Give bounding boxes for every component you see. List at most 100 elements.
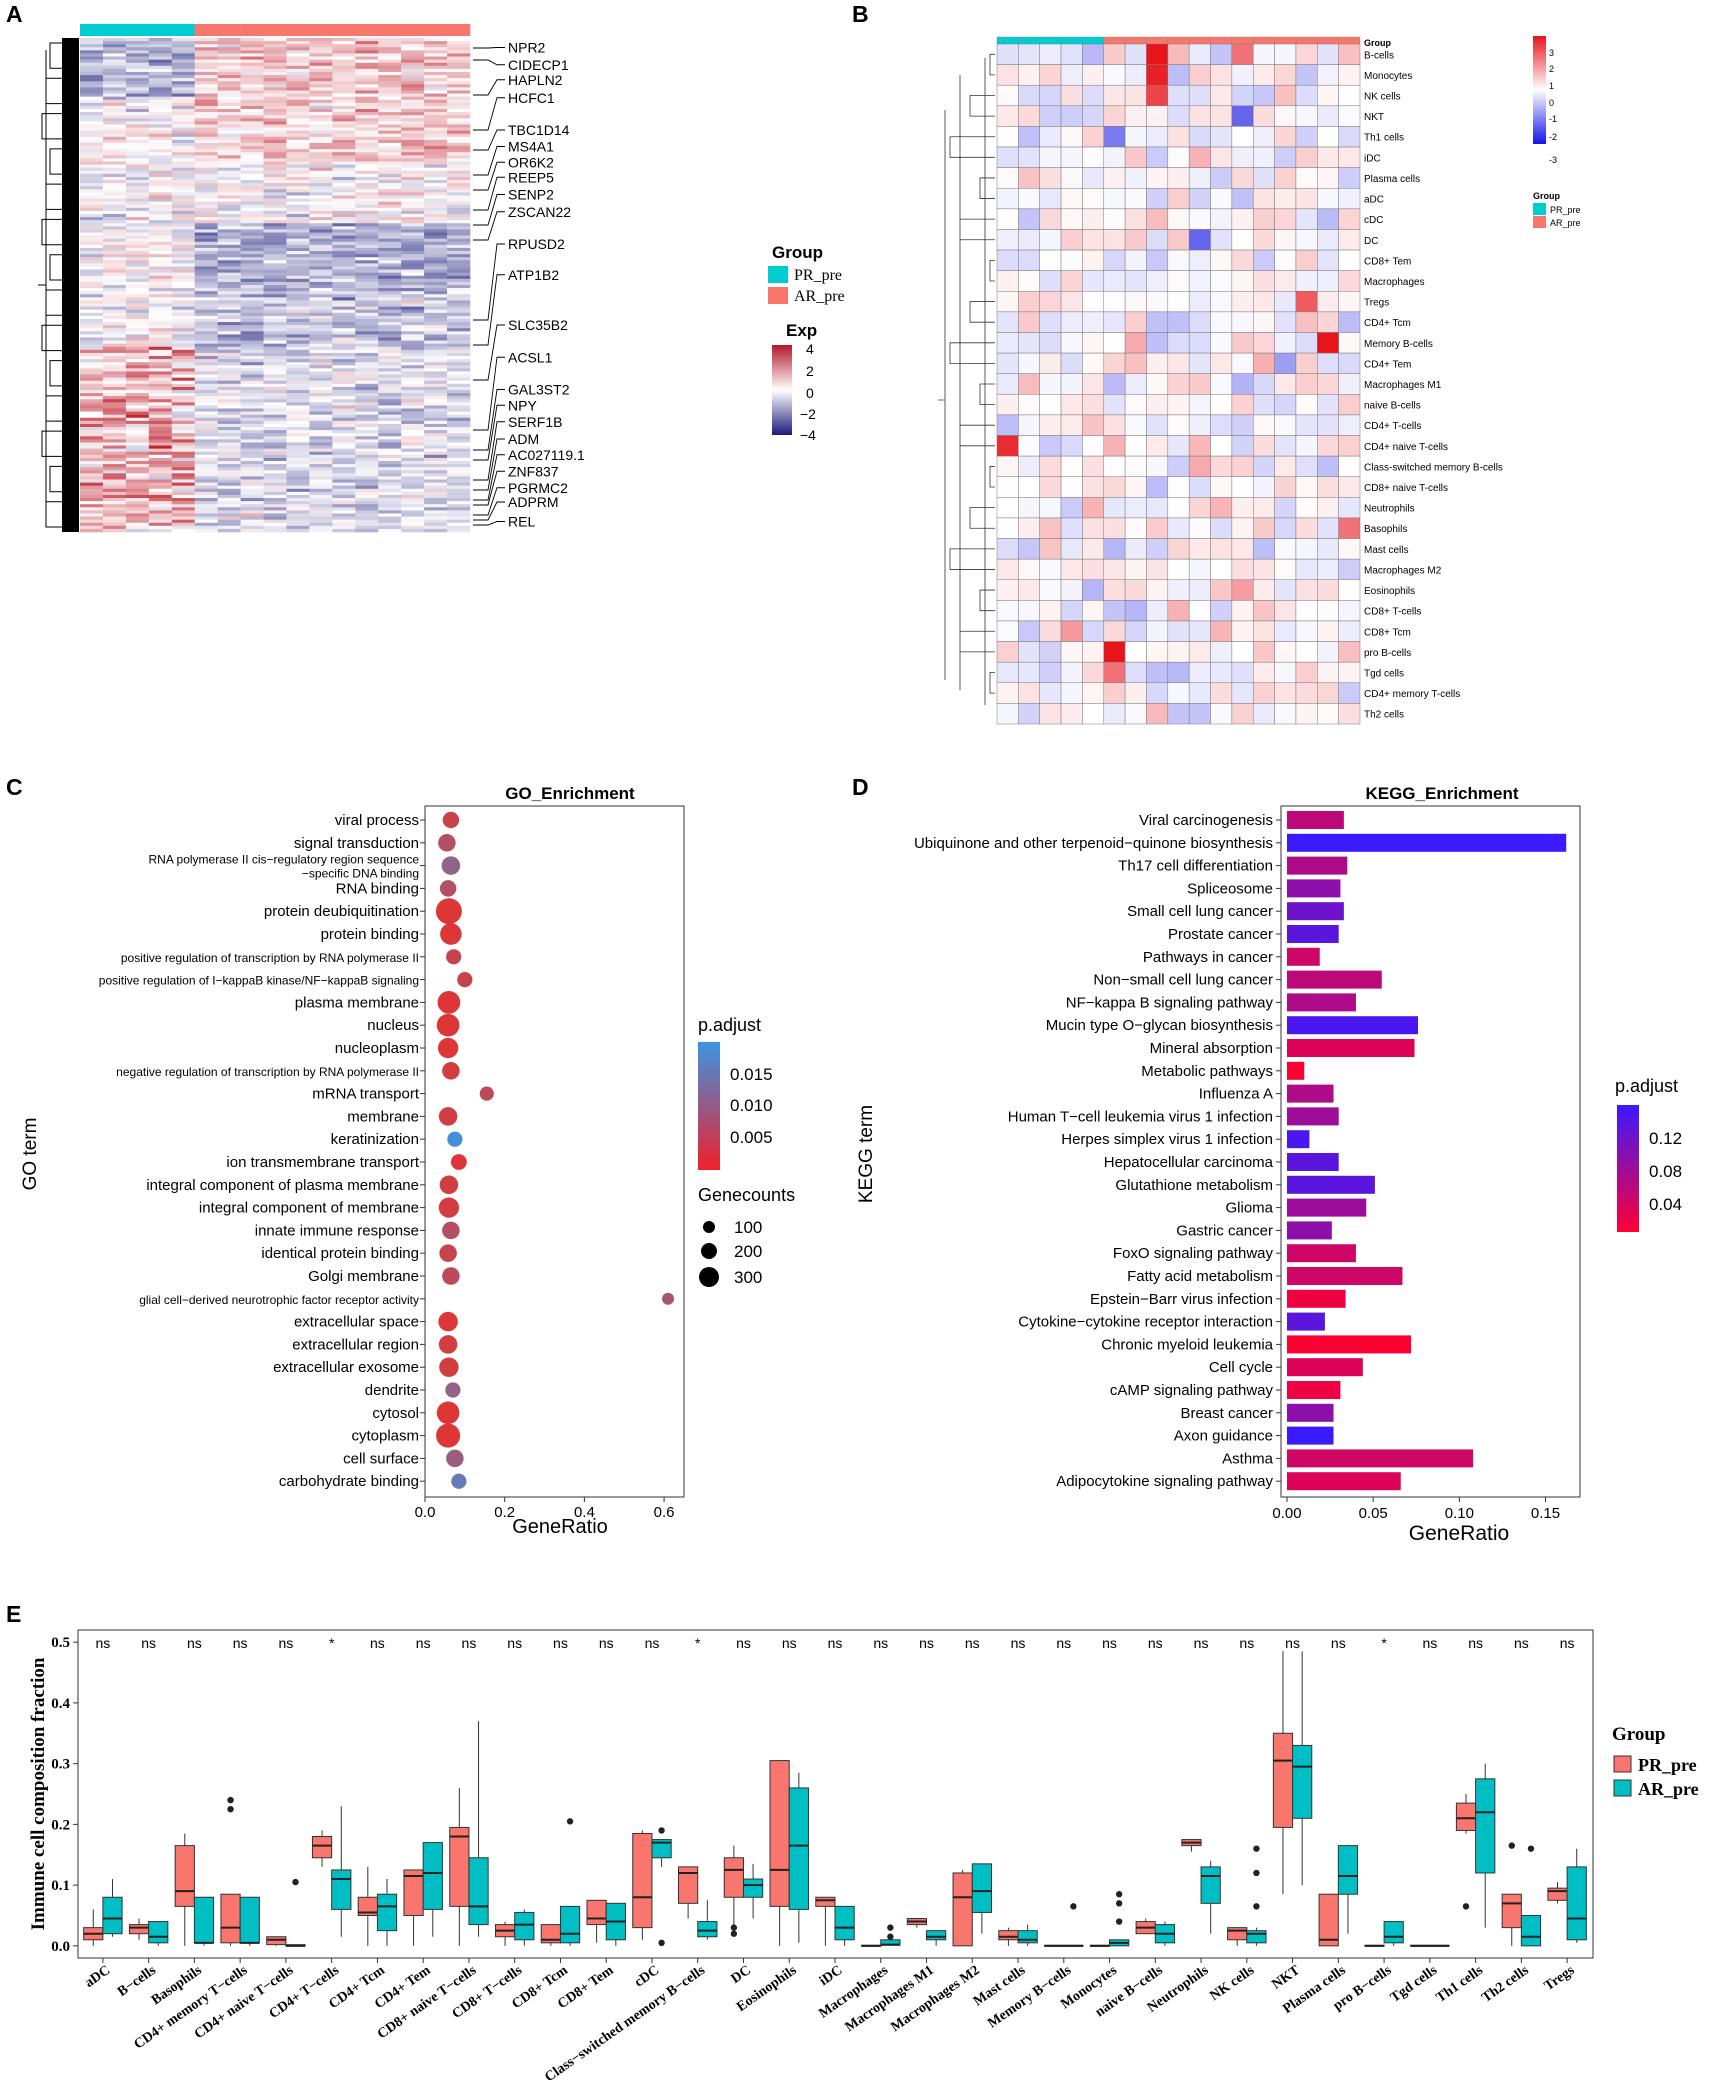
- panel-a-heat-cell: [424, 331, 448, 335]
- panel-a-heat-cell: [217, 504, 241, 508]
- panel-a-heat-cell: [401, 118, 425, 122]
- panel-a-heat-cell: [171, 115, 196, 119]
- panel-a-heat-cell: [171, 254, 196, 258]
- panel-a-heat-cell: [217, 414, 241, 419]
- panel-a-heat-cell: [80, 189, 104, 193]
- panel-a-heat-cell: [240, 220, 264, 224]
- panel-a-heat-cell: [332, 297, 356, 301]
- panel-a-heat-cell: [125, 210, 150, 215]
- panel-a-heat-cell: [240, 485, 264, 490]
- panel-a-heat-cell: [80, 389, 104, 394]
- panel-a-heat-cell: [102, 494, 127, 499]
- panel-a-heat-cell: [332, 377, 356, 382]
- panel-a-heat-cell: [378, 59, 402, 63]
- panel-b-heat-cell: [1188, 579, 1211, 601]
- panel-a-heat-cell: [332, 112, 356, 116]
- panel-a-heat-cell: [332, 152, 356, 156]
- panel-a-heat-cell: [217, 399, 241, 403]
- panel-e-box: [193, 1896, 215, 1944]
- panel-a-heat-cell: [148, 498, 173, 502]
- panel-e-sig-label: *: [1381, 1635, 1387, 1651]
- panel-a-heat-cell: [424, 420, 448, 425]
- panel-a-heat-cell: [102, 155, 127, 159]
- panel-a-heat-cell: [447, 525, 471, 530]
- panel-a-heat-cell: [80, 47, 104, 51]
- panel-a-heat-cell: [148, 44, 173, 48]
- panel-a-heat-cell: [309, 383, 333, 388]
- panel-b-heat-cell: [1018, 455, 1040, 477]
- panel-a-heat-cell: [424, 513, 448, 517]
- panel-a-heat-cell: [125, 470, 150, 474]
- panel-a-heat-cell: [401, 84, 425, 88]
- panel-a-heat-cell: [401, 519, 425, 524]
- panel-b-heat-cell: [1124, 84, 1147, 107]
- panel-a-heat-cell: [332, 170, 356, 175]
- panel-a-heat-cell: [424, 430, 448, 434]
- panel-a-heat-cell: [378, 121, 402, 125]
- panel-b-heat-cell: [996, 517, 1019, 539]
- panel-a-heat-cell: [240, 349, 264, 354]
- panel-a-heat-cell: [309, 161, 333, 165]
- panel-b-heat-cell: [1146, 497, 1169, 519]
- panel-a-gene-connector: [473, 129, 505, 151]
- panel-a-heat-cell: [217, 389, 241, 394]
- panel-a-heat-cell: [286, 328, 310, 332]
- panel-a-heat-cell: [286, 226, 310, 230]
- panel-b-heat-cell: [1018, 600, 1040, 622]
- panel-b-heat-cell: [1252, 84, 1275, 107]
- panel-a-heat-cell: [447, 281, 471, 286]
- panel-a-heat-cell: [148, 93, 173, 97]
- panel-a-heat-cell: [424, 528, 448, 533]
- panel-a-heat-cell: [355, 420, 379, 425]
- panel-a-heat-cell: [447, 139, 471, 144]
- panel-c-dot: [436, 1013, 460, 1037]
- panel-a-heat-cell: [194, 362, 218, 366]
- panel-a-heat-cell: [424, 488, 448, 493]
- panel-b-cell-label: Neutrophils: [1364, 504, 1415, 515]
- panel-a-heat-cell: [217, 322, 241, 326]
- panel-a-heat-cell: [80, 158, 104, 162]
- panel-a-heat-cell: [80, 352, 104, 357]
- panel-b-colorbar: [1533, 36, 1546, 144]
- panel-a-heat-cell: [102, 408, 127, 412]
- panel-a-heat-cell: [102, 318, 127, 323]
- panel-b-heat-cell: [1060, 187, 1083, 210]
- panel-b-heat-cell: [996, 229, 1019, 251]
- panel-b-heat-cell: [1338, 641, 1361, 663]
- panel-a-heat-cell: [309, 445, 333, 449]
- panel-a-heat-cell: [80, 377, 104, 382]
- panel-a-heat-cell: [217, 210, 241, 215]
- panel-b-heat-cell: [1231, 497, 1254, 519]
- panel-a-heat-cell: [263, 528, 287, 533]
- panel-a-heat-cell: [102, 254, 127, 258]
- panel-a-heat-cell: [263, 133, 287, 138]
- panel-a-heat-cell: [309, 87, 333, 91]
- panel-a-heat-cell: [263, 331, 287, 335]
- panel-a-heat-cell: [378, 318, 402, 323]
- panel-a-heat-cell: [263, 127, 287, 131]
- panel-a-heat-cell: [424, 312, 448, 317]
- panel-a-heat-cell: [194, 368, 218, 372]
- panel-a-heat-cell: [102, 414, 127, 419]
- panel-a-heat-cell: [424, 167, 448, 172]
- panel-b-heat-cell: [1252, 394, 1275, 416]
- panel-b-heat-cell: [1124, 126, 1147, 148]
- panel-b-heat-cell: [1295, 146, 1318, 168]
- panel-a-heat-cell: [125, 291, 150, 295]
- panel-a-heat-cell: [80, 476, 104, 480]
- panel-a-heat-cell: [286, 235, 310, 239]
- panel-a-heat-cell: [401, 365, 425, 369]
- panel-b-heat-cell: [1188, 414, 1211, 436]
- panel-a-heat-cell: [194, 93, 218, 97]
- panel-b-heat-cell: [1210, 249, 1233, 271]
- panel-e-sig-label: ns: [95, 1635, 110, 1651]
- panel-a-heat-cell: [355, 417, 379, 422]
- panel-a-heat-cell: [80, 232, 104, 236]
- panel-a-heat-cell: [378, 498, 402, 502]
- panel-a-heat-cell: [125, 41, 150, 45]
- panel-b-heat-cell: [1252, 332, 1275, 354]
- panel-a-heat-cell: [171, 121, 196, 125]
- panel-a-heat-cell: [102, 498, 127, 502]
- panel-a-heat-cell: [102, 93, 127, 97]
- panel-a-heat-cell: [286, 115, 310, 119]
